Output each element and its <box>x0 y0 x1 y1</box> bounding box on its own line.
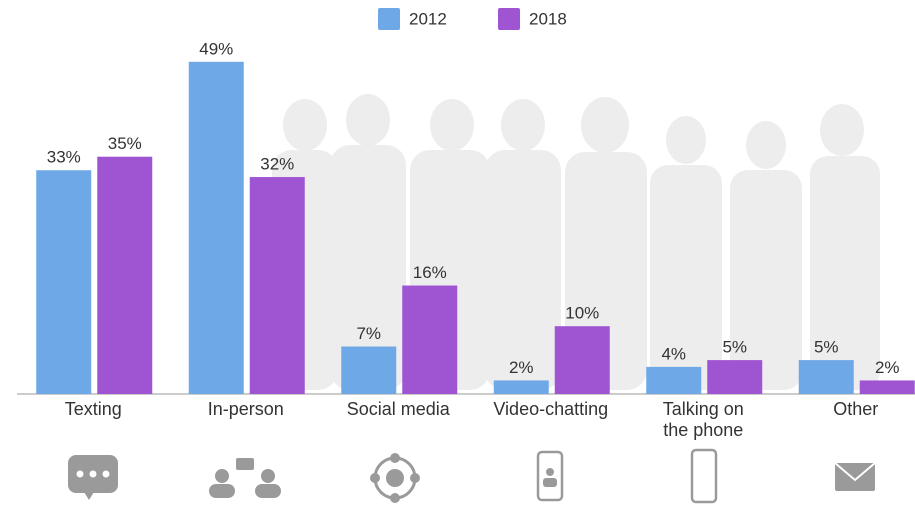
icons <box>68 448 876 504</box>
x-tick-label: Texting <box>64 399 122 419</box>
bar <box>859 380 915 394</box>
value-label: 5% <box>814 338 839 357</box>
legend-label: 2018 <box>529 9 567 28</box>
bar <box>341 346 397 394</box>
bar <box>554 326 610 394</box>
value-label: 10% <box>565 304 599 323</box>
x-tick-label: Video-chatting <box>493 399 609 419</box>
value-label: 2% <box>509 358 534 377</box>
x-tick-label: In-person <box>207 399 284 419</box>
bar <box>707 360 763 394</box>
bar <box>493 380 549 394</box>
bar <box>646 366 702 394</box>
x-tick-label: Other <box>833 399 879 419</box>
bar <box>36 170 92 394</box>
value-label: 2% <box>875 358 900 377</box>
value-label: 7% <box>356 324 381 343</box>
x-tick-label: Social media <box>346 399 450 419</box>
value-label: 33% <box>47 148 81 167</box>
bar <box>402 285 458 394</box>
value-label: 35% <box>108 134 142 153</box>
value-label: 49% <box>199 39 233 58</box>
bar <box>249 177 305 394</box>
bar <box>188 61 244 394</box>
bar <box>97 156 153 394</box>
background-silhouettes <box>272 94 880 390</box>
legend-swatch <box>498 8 520 30</box>
value-label: 5% <box>722 338 747 357</box>
value-label: 16% <box>413 263 447 282</box>
bar <box>798 360 854 394</box>
x-tick-label: Talking on the phone <box>662 399 744 440</box>
legend-swatch <box>378 8 400 30</box>
legend-label: 2012 <box>409 9 447 28</box>
value-label: 4% <box>661 344 686 363</box>
value-label: 32% <box>260 155 294 174</box>
